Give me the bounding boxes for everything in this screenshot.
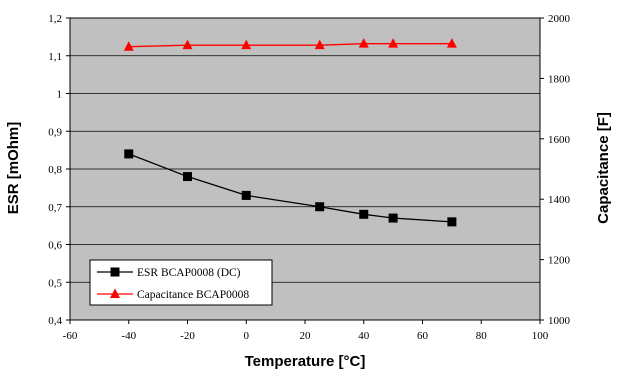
legend-marker (110, 288, 120, 298)
data-point (447, 217, 457, 227)
y-tick-label: 1,2 (48, 13, 62, 25)
series-esr (124, 149, 457, 227)
data-point (314, 39, 325, 50)
x-tick-label: -20 (180, 330, 195, 342)
y-tick-label: 0,4 (48, 315, 62, 327)
y2-tick-label: 1600 (548, 134, 571, 146)
legend: ESR BCAP0008 (DC) Capacitance BCAP0008 (89, 259, 273, 306)
y2-axis-title: Capacitance [F] (595, 112, 612, 224)
data-point (446, 38, 457, 48)
y2-tick-label: 1400 (548, 194, 571, 206)
legend-label: Capacitance BCAP0008 (137, 289, 249, 301)
legend-marker (110, 267, 120, 277)
y-tick-label: 0,8 (48, 164, 62, 176)
x-axis-ticks: -60 -40 -20 0 20 40 60 80 100 (63, 320, 549, 342)
data-point (124, 149, 134, 159)
y2-tick-label: 1000 (548, 315, 571, 327)
y-axis-title: ESR [mOhm] (5, 122, 22, 215)
x-tick-label: 80 (476, 330, 488, 342)
series-layer (123, 38, 457, 227)
x-axis-title: Temperature [°C] (245, 353, 366, 370)
x-tick-label: 40 (358, 330, 370, 342)
data-point (315, 202, 325, 212)
data-point (241, 39, 252, 50)
data-point (359, 209, 369, 219)
x-tick-label: -60 (63, 330, 78, 342)
y2-axis-ticks: 1000 1200 1400 1600 1800 2000 (540, 13, 571, 327)
y-tick-label: 0,7 (48, 202, 62, 214)
series-capacitance (123, 38, 457, 51)
legend-label: ESR BCAP0008 (DC) (137, 267, 241, 279)
x-tick-label: 0 (244, 330, 250, 342)
y-tick-label: 1,1 (48, 51, 62, 63)
y-tick-label: 0,6 (48, 240, 62, 252)
data-point (182, 39, 193, 50)
data-point (183, 172, 192, 182)
x-tick-label: 20 (300, 330, 312, 342)
legend-box (89, 259, 273, 306)
y-axis-ticks: 0,4 0,5 0,6 0,7 0,8 0,9 1 1,1 1,2 (48, 13, 70, 327)
x-tick-label: -40 (121, 330, 136, 342)
y2-tick-label: 2000 (548, 13, 571, 25)
data-point (388, 38, 399, 48)
y-tick-label: 0,9 (48, 126, 62, 138)
data-point (241, 190, 251, 200)
x-tick-label: 100 (532, 330, 549, 342)
y-tick-label: 0,5 (48, 277, 62, 289)
y-tick-label: 1 (57, 89, 63, 101)
data-point (388, 213, 398, 223)
data-point (123, 41, 134, 51)
x-tick-label: 60 (417, 330, 429, 342)
y2-tick-label: 1200 (548, 255, 571, 267)
legend-entry: ESR BCAP0008 (DC) (97, 267, 241, 279)
data-point (358, 38, 369, 48)
y2-tick-label: 1800 (548, 73, 571, 85)
legend-entry: Capacitance BCAP0008 (97, 288, 249, 301)
